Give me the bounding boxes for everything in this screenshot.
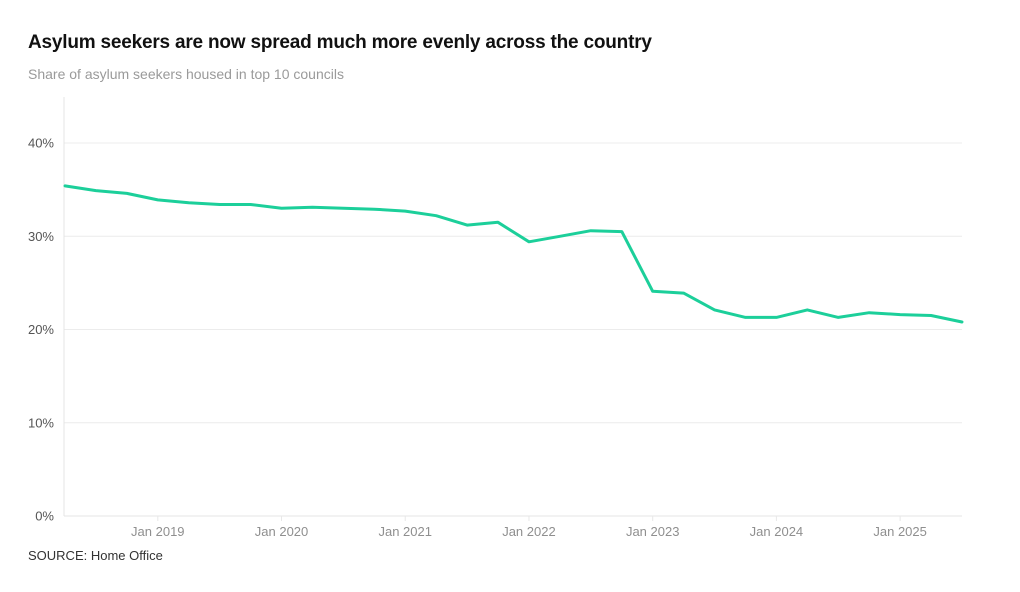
data-point[interactable]	[801, 304, 813, 316]
gridlines	[64, 142, 962, 517]
series-line	[63, 184, 964, 324]
y-axis-ticks: 0% 10% 20% 30% 40%	[28, 136, 54, 524]
data-point[interactable]	[121, 187, 133, 199]
y-tick-label: 0%	[35, 509, 54, 524]
y-tick-label: 20%	[28, 322, 54, 337]
data-point[interactable]	[492, 216, 504, 228]
data-point[interactable]	[183, 197, 195, 209]
data-point[interactable]	[368, 203, 380, 215]
x-tick-label: Jan 2025	[873, 524, 927, 539]
y-tick-label: 30%	[28, 229, 54, 244]
data-point[interactable]	[709, 304, 721, 316]
x-tick-label: Jan 2020	[255, 524, 309, 539]
data-point[interactable]	[616, 226, 628, 238]
data-point[interactable]	[430, 210, 442, 222]
chart-title: Asylum seekers are now spread much more …	[28, 32, 652, 53]
source-note: SOURCE: Home Office	[28, 548, 163, 563]
data-point[interactable]	[245, 199, 257, 211]
data-point[interactable]	[770, 311, 782, 323]
data-point[interactable]	[59, 180, 71, 192]
data-point[interactable]	[214, 199, 226, 211]
data-point[interactable]	[337, 202, 349, 214]
x-tick-label: Jan 2021	[378, 524, 432, 539]
x-tick-label: Jan 2022	[502, 524, 556, 539]
data-point[interactable]	[956, 316, 968, 328]
x-tick-label: Jan 2019	[131, 524, 185, 539]
data-point[interactable]	[90, 185, 102, 197]
data-point[interactable]	[152, 194, 164, 206]
data-point[interactable]	[554, 230, 566, 242]
data-point[interactable]	[276, 202, 288, 214]
data-point[interactable]	[894, 309, 906, 321]
chart-subtitle: Share of asylum seekers housed in top 10…	[28, 66, 344, 82]
data-point[interactable]	[678, 287, 690, 299]
data-point[interactable]	[832, 311, 844, 323]
x-tick-label: Jan 2024	[750, 524, 804, 539]
series-group	[59, 180, 968, 328]
data-point[interactable]	[523, 236, 535, 248]
x-axis-ticks: Jan 2019 Jan 2020 Jan 2021 Jan 2022 Jan 2023…	[131, 516, 927, 539]
data-point[interactable]	[863, 307, 875, 319]
data-point[interactable]	[925, 310, 937, 322]
data-point[interactable]	[461, 219, 473, 231]
data-point[interactable]	[739, 311, 751, 323]
x-tick-label: Jan 2023	[626, 524, 680, 539]
data-point[interactable]	[647, 285, 659, 297]
data-point[interactable]	[399, 205, 411, 217]
y-tick-label: 10%	[28, 415, 54, 430]
y-tick-label: 40%	[28, 136, 54, 151]
data-point[interactable]	[306, 201, 318, 213]
data-point[interactable]	[585, 225, 597, 237]
